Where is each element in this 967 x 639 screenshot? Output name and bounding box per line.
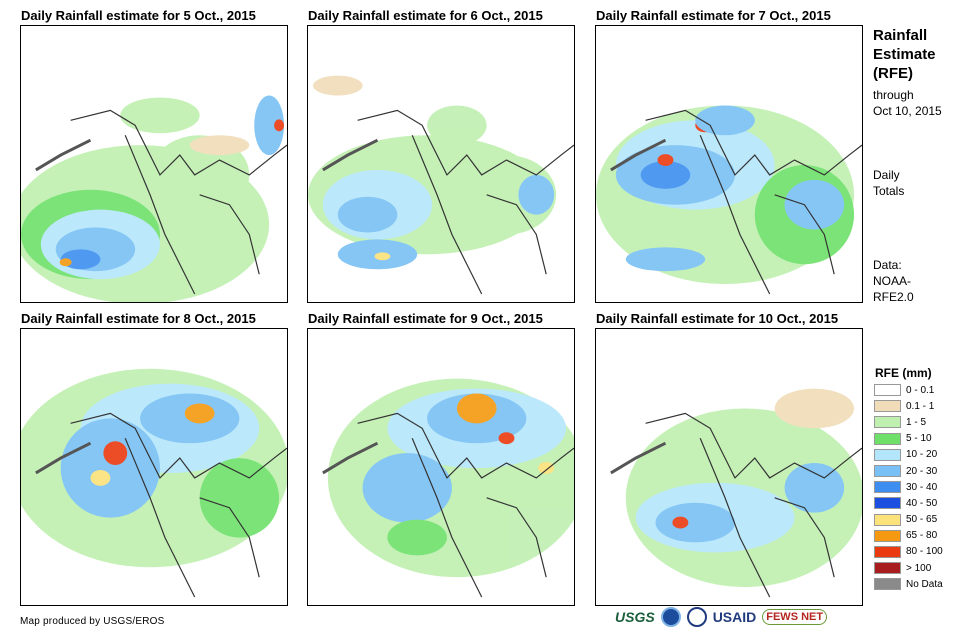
panel-title-8oct: Daily Rainfall estimate for 8 Oct., 2015 — [21, 311, 256, 326]
map-panel-6oct — [307, 25, 575, 303]
legend-item: 50 - 65 — [874, 512, 943, 528]
map-credit: Map produced by USGS/EROS — [20, 616, 165, 627]
legend-swatch — [874, 481, 901, 494]
legend-item: 5 - 10 — [874, 431, 943, 447]
legend-label: 80 - 100 — [906, 546, 943, 558]
rainfall-map-7oct — [596, 105, 862, 295]
sidebar-title-line1: Rainfall — [873, 27, 928, 44]
legend-label: > 100 — [906, 562, 932, 574]
legend-label: 0 - 0.1 — [906, 384, 935, 396]
legend-label: 0.1 - 1 — [906, 400, 935, 412]
rainfall-map-8oct — [21, 368, 287, 598]
usgs-logo: USGS — [615, 609, 655, 625]
legend-label: 5 - 10 — [906, 433, 932, 445]
legend-swatch — [874, 513, 901, 526]
legend-swatch — [874, 562, 901, 575]
legend-item: 30 - 40 — [874, 479, 943, 495]
legend-label: No Data — [906, 578, 943, 590]
legend-swatch — [874, 448, 901, 461]
legend-swatch — [874, 432, 901, 445]
legend-swatch — [874, 400, 901, 413]
legend-item: 40 - 50 — [874, 495, 943, 511]
map-panel-8oct — [20, 328, 288, 606]
legend-item: 20 - 30 — [874, 463, 943, 479]
legend-item: > 100 — [874, 560, 943, 576]
rainfall-map-6oct — [308, 75, 574, 295]
sidebar-data-line2: NOAA- — [873, 274, 912, 288]
legend-item: No Data — [874, 576, 943, 592]
legend-label: 50 - 65 — [906, 514, 938, 526]
legend-label: 65 - 80 — [906, 530, 938, 542]
panel-title-5oct: Daily Rainfall estimate for 5 Oct., 2015 — [21, 8, 256, 23]
legend-swatch — [874, 384, 901, 397]
panel-title-9oct: Daily Rainfall estimate for 9 Oct., 2015 — [308, 311, 543, 326]
panel-title-7oct: Daily Rainfall estimate for 7 Oct., 2015 — [596, 8, 831, 23]
sidebar-title-line2: Estimate — [873, 46, 936, 63]
legend-label: 1 - 5 — [906, 416, 927, 428]
rainfall-map-9oct — [322, 378, 574, 598]
sidebar-through-line2: Oct 10, 2015 — [873, 104, 942, 118]
rainfall-map-10oct — [610, 388, 862, 598]
legend: 0 - 0.1 0.1 - 1 1 - 5 5 - 10 10 - 20 20 - 30 3… — [874, 382, 943, 592]
sidebar-through: through Oct 10, 2015 — [873, 87, 942, 119]
legend-swatch — [874, 465, 901, 478]
sidebar-data-line1: Data: — [873, 258, 902, 272]
sidebar-data-line3: RFE2.0 — [873, 290, 914, 304]
sidebar-title-line3: (RFE) — [873, 65, 913, 82]
usaid-logo: USAID — [712, 609, 757, 625]
fews-net-logo: FEWS NET — [762, 609, 828, 625]
sidebar-title: Rainfall Estimate (RFE) — [873, 26, 936, 83]
panel-title-6oct: Daily Rainfall estimate for 6 Oct., 2015 — [308, 8, 543, 23]
legend-swatch — [874, 529, 901, 542]
map-panel-7oct — [595, 25, 863, 303]
map-panel-9oct — [307, 328, 575, 606]
legend-item: 0 - 0.1 — [874, 382, 943, 398]
sidebar-daily: Daily Totals — [873, 167, 904, 199]
legend-item: 80 - 100 — [874, 544, 943, 560]
legend-label: 10 - 20 — [906, 449, 938, 461]
sidebar-daily-line1: Daily — [873, 168, 900, 182]
usaid-seal-icon — [686, 607, 707, 627]
sidebar-through-line1: through — [873, 88, 914, 102]
legend-label: 30 - 40 — [906, 481, 938, 493]
legend-item: 10 - 20 — [874, 447, 943, 463]
legend-title: RFE (mm) — [875, 366, 932, 380]
map-panel-5oct — [20, 25, 288, 303]
legend-swatch — [874, 545, 901, 558]
legend-label: 20 - 30 — [906, 465, 938, 477]
legend-item: 0.1 - 1 — [874, 398, 943, 414]
sidebar-data-source: Data: NOAA- RFE2.0 — [873, 257, 914, 305]
map-panel-10oct — [595, 328, 863, 606]
panel-title-10oct: Daily Rainfall estimate for 10 Oct., 201… — [596, 311, 839, 326]
legend-label: 40 - 50 — [906, 497, 938, 509]
rainfall-map-5oct — [21, 95, 287, 302]
legend-swatch — [874, 497, 901, 510]
legend-swatch — [874, 416, 901, 429]
legend-item: 1 - 5 — [874, 414, 943, 430]
sidebar-daily-line2: Totals — [873, 184, 905, 198]
legend-swatch — [874, 578, 901, 591]
legend-item: 65 - 80 — [874, 528, 943, 544]
noaa-logo-icon — [660, 607, 681, 627]
logo-strip: USGS USAID FEWS NET — [615, 607, 828, 627]
